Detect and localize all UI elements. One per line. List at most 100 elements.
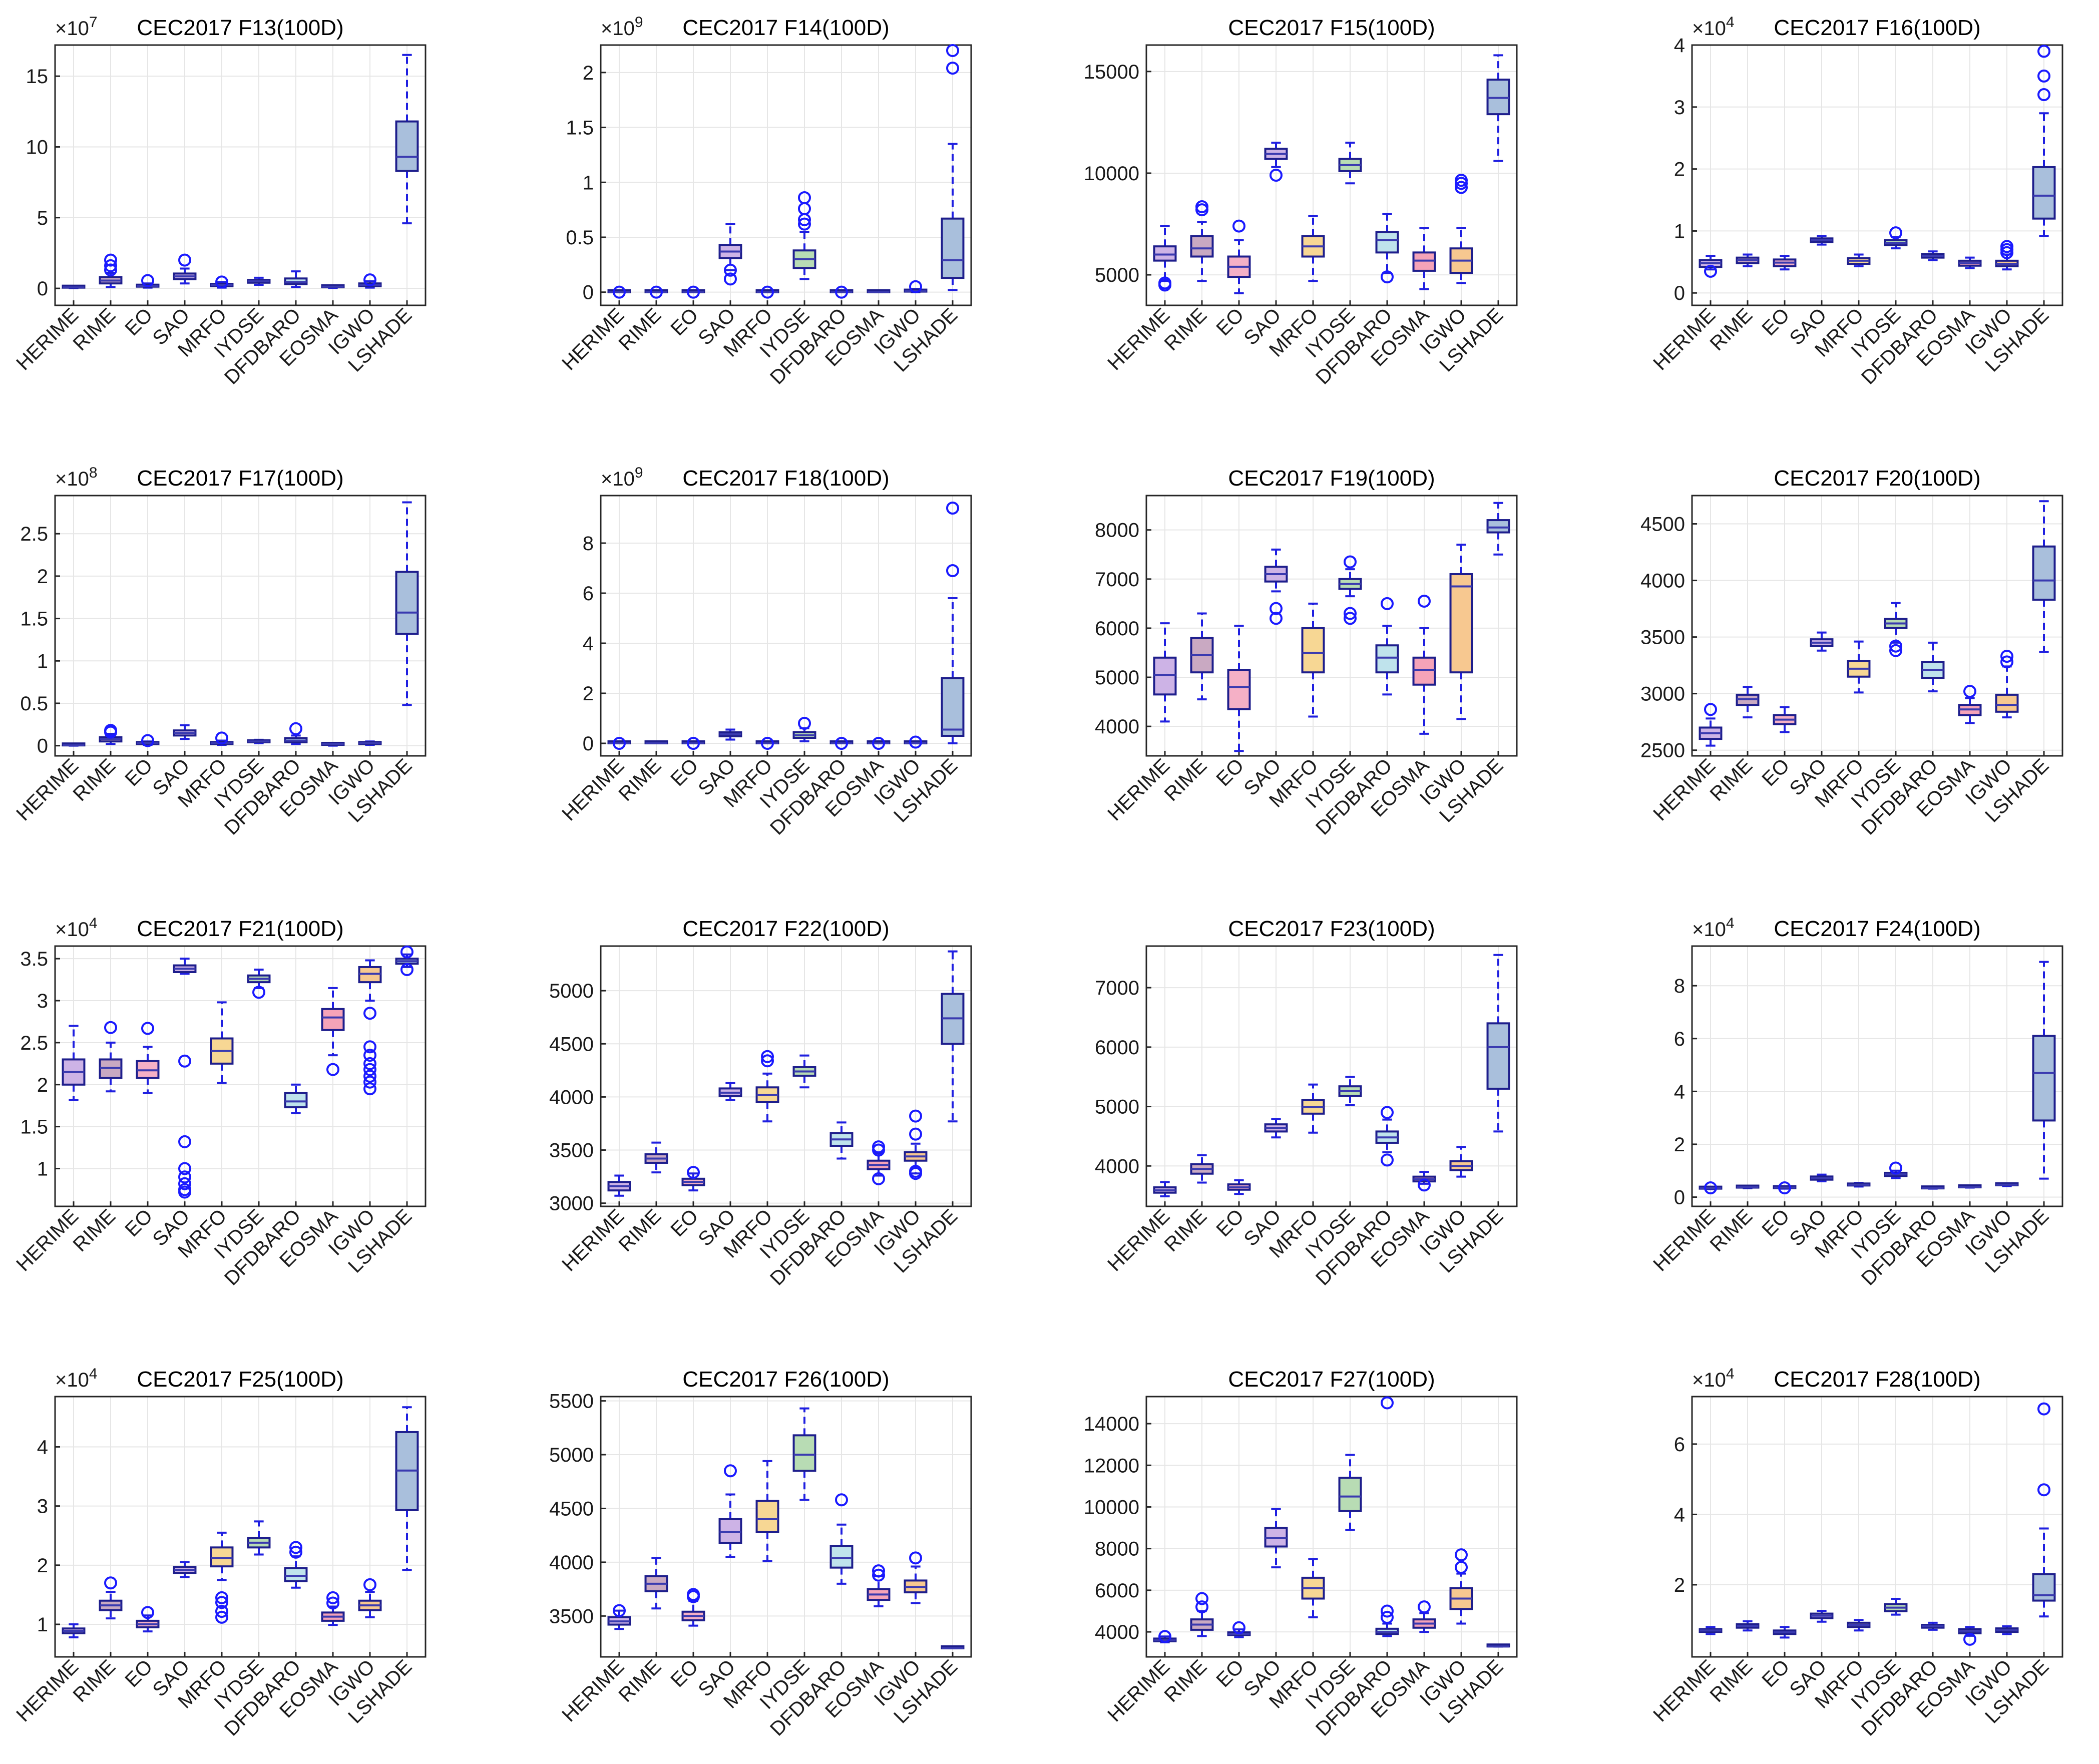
box-dfdbaro — [284, 722, 308, 745]
outlier-point — [909, 1551, 922, 1565]
box-dfdbaro — [1921, 1621, 1945, 1631]
outlier-point — [104, 724, 117, 737]
box-mrfo — [1301, 1558, 1325, 1618]
box-rime — [99, 253, 123, 288]
y-tick-label: 2 — [1674, 159, 1685, 181]
box-igwo — [1995, 1182, 2019, 1187]
y-tick-label: 6 — [583, 583, 594, 605]
y-tick-label: 4000 — [549, 1552, 594, 1574]
y-tick-label: 0 — [1674, 282, 1685, 304]
box-eo — [681, 737, 705, 750]
outlier-point — [104, 259, 117, 272]
outlier-point — [363, 273, 376, 287]
y-tick-label: 10 — [26, 136, 49, 158]
box-eosma — [867, 1140, 891, 1185]
outlier-point — [687, 285, 700, 299]
box-igwo — [1995, 650, 2019, 719]
box-igwo — [358, 1578, 382, 1618]
outlier-point — [724, 272, 737, 286]
box-body — [2032, 166, 2056, 220]
x-tick-label: RIME — [1706, 304, 1757, 355]
y-tick-label: 3 — [37, 990, 48, 1012]
outlier-point — [1381, 1153, 1394, 1167]
y-tick-label: 2 — [583, 683, 594, 705]
y-tick-label: 12000 — [1084, 1455, 1139, 1477]
outlier-point — [104, 1021, 117, 1034]
box-dfdbaro — [829, 285, 854, 299]
y-tick-label: 2 — [37, 1074, 48, 1096]
box-rime — [1190, 1592, 1214, 1637]
box-dfdbaro — [1921, 250, 1945, 261]
box-eosma — [321, 741, 345, 747]
box-iydse — [1338, 1454, 1362, 1531]
y-tick-label: 3500 — [1640, 627, 1685, 649]
box-eosma — [867, 737, 891, 750]
box-eosma — [1412, 227, 1436, 290]
box-body — [395, 120, 419, 172]
box-eo — [1773, 1626, 1797, 1639]
outlier-point — [141, 1022, 154, 1035]
outlier-point — [761, 1054, 774, 1068]
axes-frame — [1691, 495, 2063, 757]
box-dfdbaro — [829, 737, 854, 750]
box-iydse — [1884, 226, 1908, 250]
outlier-point — [909, 1164, 922, 1178]
y-exponent-label: ×109 — [601, 465, 643, 490]
exponent-base: ×10 — [1692, 18, 1726, 40]
box-body — [829, 1545, 854, 1569]
outlier-point — [1270, 602, 1283, 615]
outlier-point — [363, 1075, 376, 1089]
outlier-point — [215, 731, 228, 745]
x-tick-label: RIME — [69, 1655, 120, 1706]
y-tick-label: 8 — [583, 533, 594, 555]
y-tick-label: 1 — [583, 172, 594, 194]
box-igwo — [358, 740, 382, 746]
exponent-power: 8 — [89, 465, 98, 481]
box-mrfo — [1301, 215, 1325, 282]
box-mrfo — [755, 285, 779, 299]
y-exponent-label: ×107 — [55, 14, 98, 40]
y-tick-label: 7000 — [1095, 569, 1139, 591]
box-igwo — [1449, 1548, 1473, 1625]
outlier-point — [761, 285, 774, 299]
axes-frame — [1145, 1396, 1518, 1658]
box-eo — [1773, 706, 1797, 733]
y-tick-label: 2 — [583, 62, 594, 84]
box-rime — [644, 1141, 668, 1174]
outlier-point — [289, 722, 302, 735]
outlier-point — [946, 564, 959, 577]
outlier-point — [178, 253, 191, 267]
box-iydse — [1884, 1598, 1908, 1616]
y-exponent-label: ×104 — [1692, 1366, 1735, 1391]
box-sao — [1264, 1508, 1288, 1569]
box-iydse — [247, 968, 271, 999]
y-tick-label: 6000 — [1095, 1580, 1139, 1602]
outlier-point — [1704, 264, 1717, 278]
outlier-point — [798, 717, 811, 730]
outlier-point — [650, 285, 663, 299]
y-tick-label: 1 — [37, 1158, 48, 1180]
y-tick-label: 8 — [1674, 975, 1685, 997]
exponent-base: ×10 — [1692, 919, 1726, 941]
box-herime — [1153, 1181, 1177, 1197]
box-body — [1153, 656, 1177, 696]
box-eosma — [321, 1591, 345, 1626]
box-lshade — [941, 950, 965, 1123]
axes-frame — [54, 945, 427, 1207]
chart-title: CEC2017 F18(100D) — [682, 466, 889, 491]
y-tick-label: 2 — [1674, 1134, 1685, 1156]
axes-frame — [1145, 495, 1518, 757]
y-tick-label: 6000 — [1095, 1037, 1139, 1059]
outlier-point — [141, 274, 154, 287]
box-body — [284, 1567, 308, 1582]
outlier-point — [2037, 1483, 2050, 1497]
y-exponent-label: ×104 — [1692, 14, 1735, 40]
x-tick-label: RIME — [1706, 1655, 1757, 1706]
box-igwo — [358, 273, 382, 289]
box-sao — [1264, 1118, 1288, 1139]
y-tick-label: 3.5 — [20, 948, 48, 970]
outlier-point — [1455, 181, 1468, 194]
